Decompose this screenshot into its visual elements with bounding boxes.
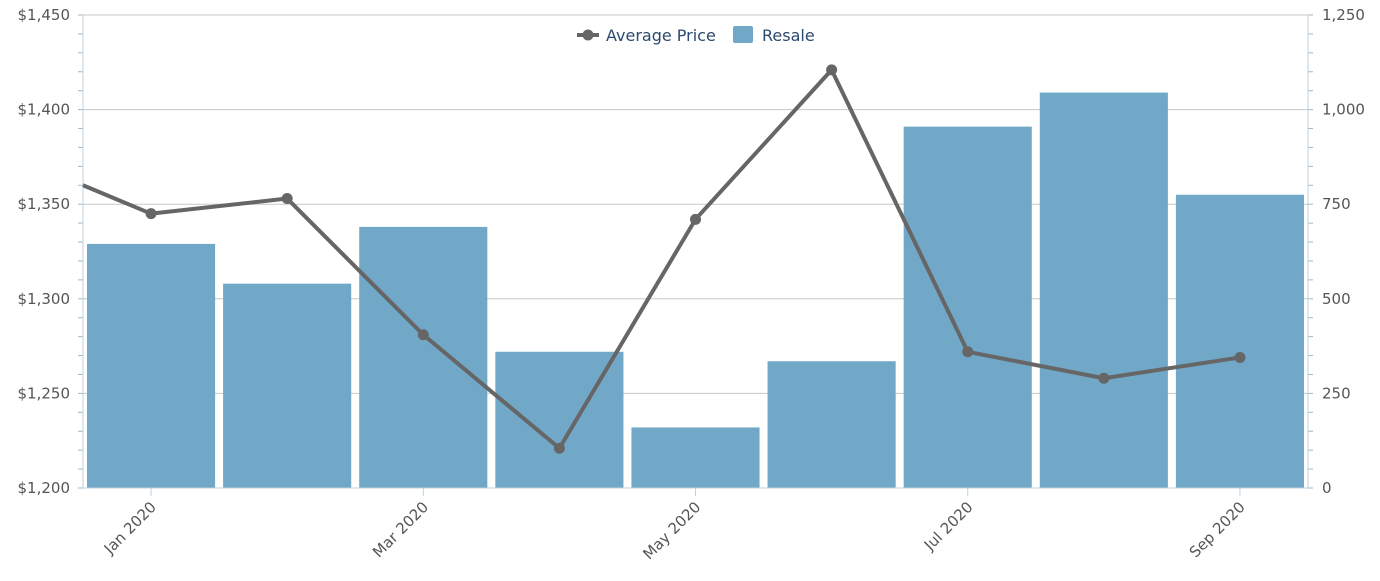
average-price-point [1098,372,1110,384]
resale-bar [631,427,760,488]
resale-legend-label: Resale [762,26,815,45]
resale-bar [767,361,896,488]
x-axis-tick-label: Mar 2020 [369,498,432,561]
resale-bar [87,243,216,488]
average-price-point [553,442,565,454]
resale-bars [87,92,1304,489]
average-price-point [826,64,838,76]
resale-legend-swatch [733,26,753,43]
resale-bar [1175,194,1304,489]
x-axis-tick-label: Jul 2020 [920,498,977,555]
average-price-legend-label: Average Price [606,26,716,45]
left-axis-tick-label: $1,350 [18,195,71,213]
average-price-point [1234,351,1246,363]
right-axis-tick-label: 0 [1322,479,1332,497]
resale-bar [903,126,1032,489]
resale-bar [1039,92,1168,489]
right-axis-tick-label: 750 [1322,195,1351,213]
resale-bar [223,283,352,488]
x-axis-tick-label: May 2020 [639,498,704,563]
resale-bar [359,226,488,489]
left-axis-tick-label: $1,200 [18,479,71,497]
right-axis-tick-label: 1,000 [1322,101,1365,119]
right-axis-tick-label: 500 [1322,290,1351,308]
legend[interactable]: Average Price Resale [577,26,815,45]
right-axis-tick-label: 250 [1322,384,1351,402]
average-price-point [962,346,974,358]
left-axis-tick-label: $1,400 [18,101,71,119]
x-axis-tick-label: Sep 2020 [1186,498,1249,561]
left-axis-tick-label: $1,300 [18,290,71,308]
average-price-point [417,329,429,341]
average-price-line-path [82,67,1241,451]
left-axis-tick-label: $1,250 [18,384,71,402]
average-price-point [690,213,701,225]
average-price-line [82,64,1246,454]
left-axis-tick-label: $1,450 [18,6,71,24]
x-axis-tick-label: Jan 2020 [100,498,160,558]
average-price-legend-marker [582,29,594,41]
right-axis-tick-label: 1,250 [1322,6,1365,24]
average-price-point [281,193,293,205]
average-price-point [145,208,157,220]
